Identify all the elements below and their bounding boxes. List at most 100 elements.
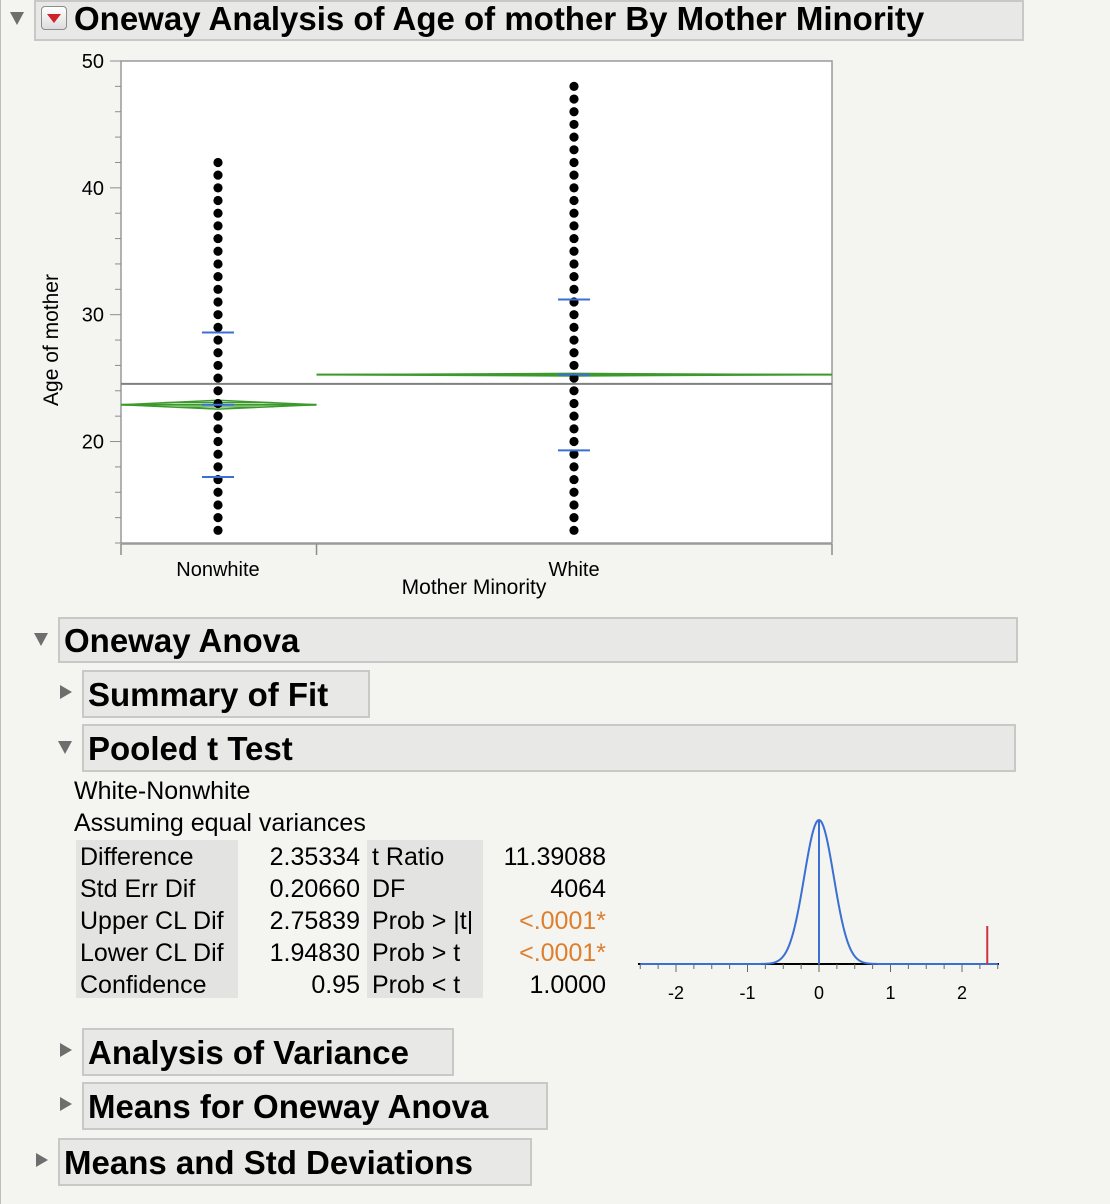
left-label-column bbox=[76, 840, 238, 998]
stat-value: 2.35334 bbox=[269, 843, 360, 871]
analysis-of-variance-title: Analysis of Variance bbox=[88, 1034, 409, 1071]
summary-of-fit-disclosure-icon[interactable] bbox=[60, 685, 72, 699]
means-std-dev-disclosure-icon[interactable] bbox=[36, 1153, 48, 1167]
data-point bbox=[213, 424, 223, 434]
analysis-of-variance-header[interactable]: Analysis of Variance bbox=[82, 1028, 454, 1076]
means-for-oneway-disclosure-icon[interactable] bbox=[60, 1097, 72, 1111]
data-point bbox=[569, 386, 579, 396]
disclosure-open-icon[interactable] bbox=[10, 12, 24, 25]
data-point bbox=[569, 310, 579, 320]
data-point bbox=[569, 500, 579, 510]
density-tick-label: 1 bbox=[885, 983, 895, 1003]
pooled-t-test-disclosure-icon[interactable] bbox=[58, 741, 72, 754]
stat-label: Difference bbox=[80, 843, 194, 871]
data-point bbox=[213, 322, 223, 332]
data-point bbox=[569, 233, 579, 244]
data-point bbox=[569, 398, 579, 409]
density-tick-label: 2 bbox=[957, 983, 967, 1003]
stat-value: 1.94830 bbox=[269, 939, 360, 967]
stat-label: Prob > t bbox=[372, 939, 461, 967]
data-point bbox=[569, 132, 579, 142]
data-point bbox=[569, 525, 579, 535]
stat-label: Std Err Dif bbox=[80, 875, 196, 903]
data-point bbox=[569, 81, 579, 91]
stat-value: 0.20660 bbox=[269, 875, 360, 903]
data-point bbox=[569, 119, 579, 130]
means-for-oneway-header[interactable]: Means for Oneway Anova bbox=[82, 1082, 548, 1130]
data-point bbox=[213, 246, 223, 256]
data-point bbox=[569, 348, 579, 358]
data-point bbox=[569, 322, 579, 332]
data-point bbox=[213, 487, 223, 497]
data-point bbox=[569, 246, 579, 256]
assumption-label: Assuming equal variances bbox=[74, 809, 366, 837]
y-axis-label: Age of mother bbox=[40, 274, 63, 406]
y-tick-label: 50 bbox=[82, 51, 104, 73]
data-point bbox=[569, 170, 579, 180]
data-point bbox=[213, 272, 223, 282]
data-point bbox=[569, 411, 579, 421]
right-label-column bbox=[367, 840, 483, 998]
data-point bbox=[213, 297, 223, 307]
stat-label: Prob > |t| bbox=[372, 907, 474, 935]
data-point bbox=[213, 398, 223, 409]
pooled-t-test-header[interactable]: Pooled t Test bbox=[82, 724, 1016, 772]
data-point bbox=[213, 513, 223, 523]
data-point bbox=[569, 436, 579, 447]
data-point bbox=[569, 335, 579, 345]
data-point bbox=[569, 487, 579, 497]
data-point bbox=[213, 360, 223, 371]
means-std-dev-header[interactable]: Means and Std Deviations bbox=[58, 1138, 532, 1186]
data-point bbox=[569, 195, 579, 206]
data-point bbox=[569, 373, 579, 383]
data-point bbox=[569, 183, 579, 193]
density-tick-label: -1 bbox=[739, 983, 755, 1003]
data-point bbox=[213, 436, 223, 447]
oneway-anova-header[interactable]: Oneway Anova bbox=[58, 617, 1018, 663]
red-triangle-menu-icon[interactable] bbox=[41, 6, 67, 30]
data-point bbox=[569, 221, 579, 231]
data-point bbox=[213, 183, 223, 193]
report-title-bar[interactable]: Oneway Analysis of Age of mother By Moth… bbox=[34, 0, 1024, 41]
data-point bbox=[213, 462, 223, 472]
data-point bbox=[213, 449, 223, 459]
data-point bbox=[569, 424, 579, 434]
y-axis: 50 40 30 20 bbox=[82, 51, 121, 544]
oneway-plot: 50 40 30 20 Nonwhite White Age of mother Mot… bbox=[40, 51, 833, 599]
stat-value: <.0001* bbox=[519, 939, 606, 967]
x-axis-label: Mother Minority bbox=[402, 576, 547, 599]
data-point bbox=[213, 386, 223, 396]
data-point bbox=[213, 170, 223, 180]
density-marks: -2 -1 0 1 2 bbox=[638, 818, 999, 1003]
data-point bbox=[569, 284, 579, 294]
x-axis: Nonwhite White bbox=[120, 543, 833, 581]
stat-label: Confidence bbox=[80, 971, 207, 999]
data-point bbox=[569, 449, 579, 459]
data-point bbox=[213, 157, 223, 168]
data-point bbox=[569, 259, 579, 269]
y-tick-label: 20 bbox=[82, 432, 104, 454]
data-point bbox=[569, 145, 579, 155]
data-point bbox=[213, 195, 223, 206]
data-point bbox=[569, 94, 579, 104]
means-for-oneway-title: Means for Oneway Anova bbox=[88, 1088, 489, 1125]
analysis-of-variance-disclosure-icon[interactable] bbox=[60, 1043, 72, 1057]
stat-label: Lower CL Dif bbox=[80, 939, 224, 967]
stat-value: 0.95 bbox=[311, 971, 360, 999]
y-tick-label: 40 bbox=[82, 178, 104, 200]
data-point bbox=[213, 335, 223, 345]
stat-label: Prob < t bbox=[372, 971, 461, 999]
summary-of-fit-header[interactable]: Summary of Fit bbox=[82, 670, 370, 718]
data-point bbox=[213, 373, 223, 383]
oneway-anova-disclosure-icon[interactable] bbox=[34, 633, 48, 646]
density-tick-label: -2 bbox=[668, 983, 684, 1003]
stat-label: DF bbox=[372, 875, 406, 903]
data-point bbox=[213, 348, 223, 358]
data-point bbox=[569, 272, 579, 282]
stat-value: 2.75839 bbox=[269, 907, 360, 935]
oneway-anova-title: Oneway Anova bbox=[64, 622, 300, 659]
data-point bbox=[213, 221, 223, 231]
data-point bbox=[213, 259, 223, 269]
stat-value: <.0001* bbox=[519, 907, 606, 935]
data-point bbox=[213, 500, 223, 510]
